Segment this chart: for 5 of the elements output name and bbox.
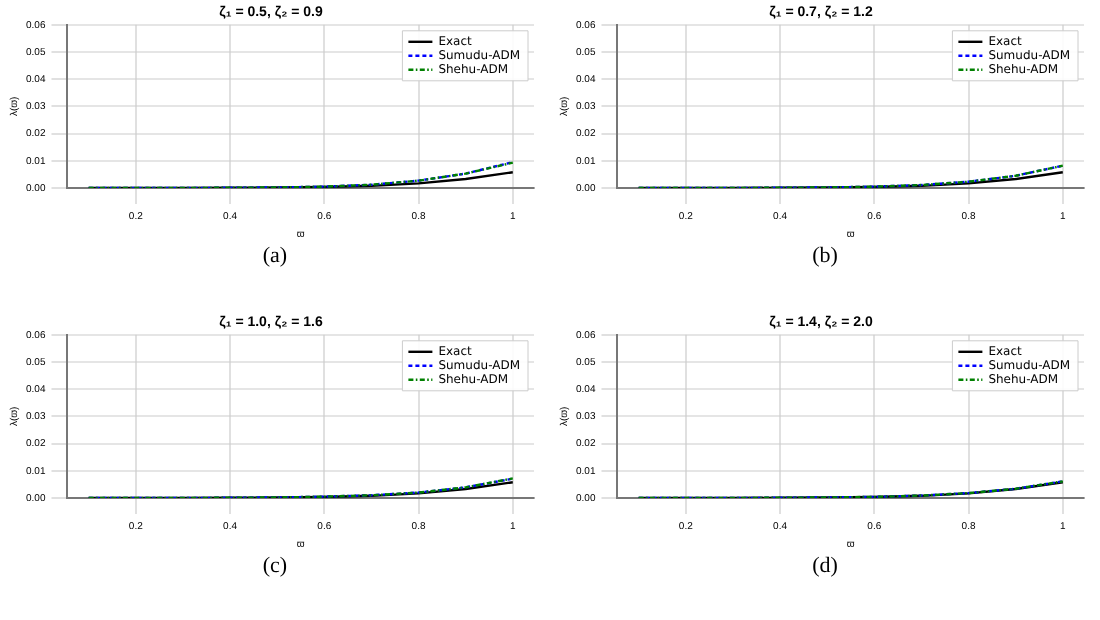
text: (a) bbox=[260, 244, 290, 268]
text: (b) bbox=[810, 244, 840, 268]
line-series bbox=[637, 164, 1064, 188]
text: (d) bbox=[810, 554, 840, 578]
text: (c) bbox=[260, 554, 290, 578]
